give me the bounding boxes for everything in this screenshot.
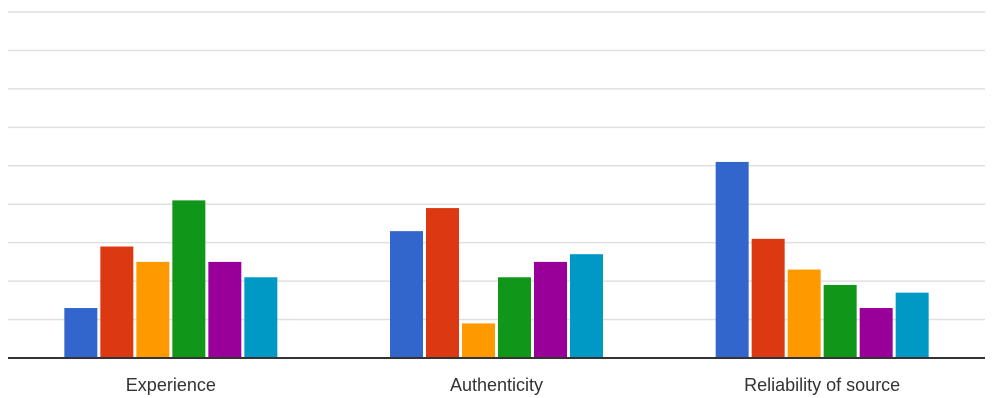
- bar-authenticity-series-3: [462, 323, 495, 358]
- bar-authenticity-series-5: [534, 261, 567, 358]
- bar-reliability-of-source-series-1: [715, 161, 749, 358]
- bar-experience-series-5: [208, 261, 242, 358]
- bar-authenticity-series-6: [570, 254, 603, 358]
- bar-reliability-of-source-series-4: [823, 284, 857, 358]
- bar-experience-series-1: [64, 308, 98, 358]
- bar-experience-series-4: [172, 200, 206, 358]
- x-tick-label-authenticity: Authenticity: [450, 375, 543, 395]
- bar-experience-series-2: [100, 246, 134, 358]
- x-axis-labels: Experience Authenticity Reliability of s…: [126, 375, 900, 395]
- bar-experience-series-6: [244, 277, 278, 358]
- bar-authenticity-series-2: [426, 208, 459, 358]
- x-tick-label-experience: Experience: [126, 375, 216, 395]
- bar-reliability-of-source-series-2: [751, 238, 785, 358]
- bar-authenticity-series-1: [390, 231, 423, 358]
- bars: [64, 161, 929, 358]
- x-tick-label-reliability-of-source: Reliability of source: [744, 375, 900, 395]
- bar-reliability-of-source-series-5: [859, 308, 893, 358]
- gridlines: [8, 11, 985, 321]
- bar-experience-series-3: [136, 261, 170, 358]
- bar-reliability-of-source-series-3: [787, 269, 821, 358]
- bar-reliability-of-source-series-6: [895, 292, 929, 358]
- bar-authenticity-series-4: [498, 277, 531, 358]
